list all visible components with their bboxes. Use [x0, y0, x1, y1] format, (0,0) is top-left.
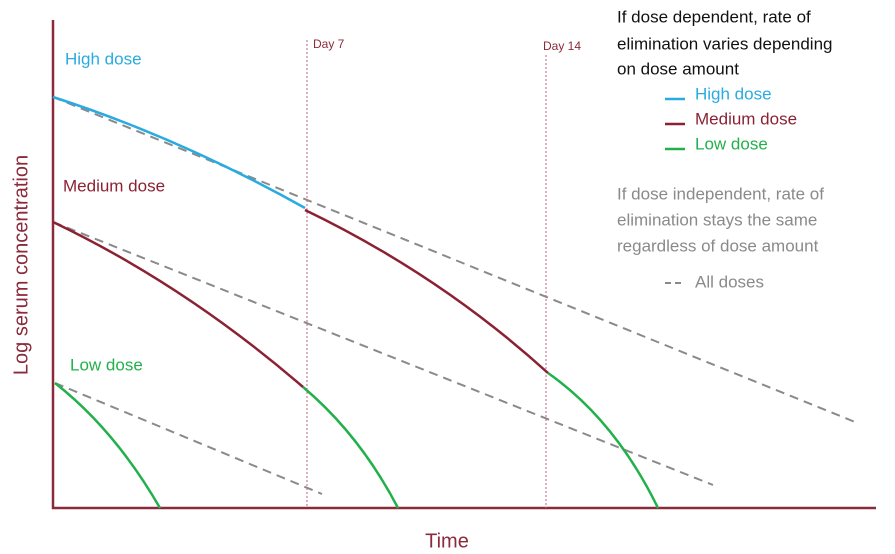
legend-entry: All doses	[695, 272, 764, 291]
dashed-lines	[52, 96, 856, 495]
curves	[52, 95, 660, 509]
low-curve	[547, 371, 660, 509]
curve-label: Low dose	[70, 355, 143, 374]
medium-curve	[304, 208, 549, 374]
medium-curve	[52, 220, 304, 388]
day-label: Day 14	[543, 39, 581, 53]
legend-entry: High dose	[695, 84, 772, 103]
low-curve	[54, 382, 162, 509]
legend-note: regardless of dose amount	[617, 236, 819, 255]
curve-label: High dose	[65, 49, 142, 68]
dashed-line	[54, 382, 323, 495]
day-label: Day 7	[313, 37, 345, 51]
high-curve	[52, 95, 306, 210]
legend-note: If dose dependent, rate of	[617, 7, 811, 26]
y-axis-label: Log serum concentration	[10, 155, 32, 375]
legend-note: elimination stays the same	[617, 210, 817, 229]
x-axis-label: Time	[425, 530, 469, 552]
dashed-line	[52, 221, 714, 486]
low-curve	[302, 386, 400, 509]
legend-entry: Low dose	[695, 134, 768, 153]
legend-entry: Medium dose	[695, 109, 797, 128]
dashed-line	[52, 96, 856, 423]
curve-label: Medium dose	[63, 176, 165, 195]
legend-note: If dose independent, rate of	[617, 184, 824, 203]
legend-note: on dose amount	[617, 59, 739, 78]
legend-note: elimination varies depending	[617, 34, 832, 53]
